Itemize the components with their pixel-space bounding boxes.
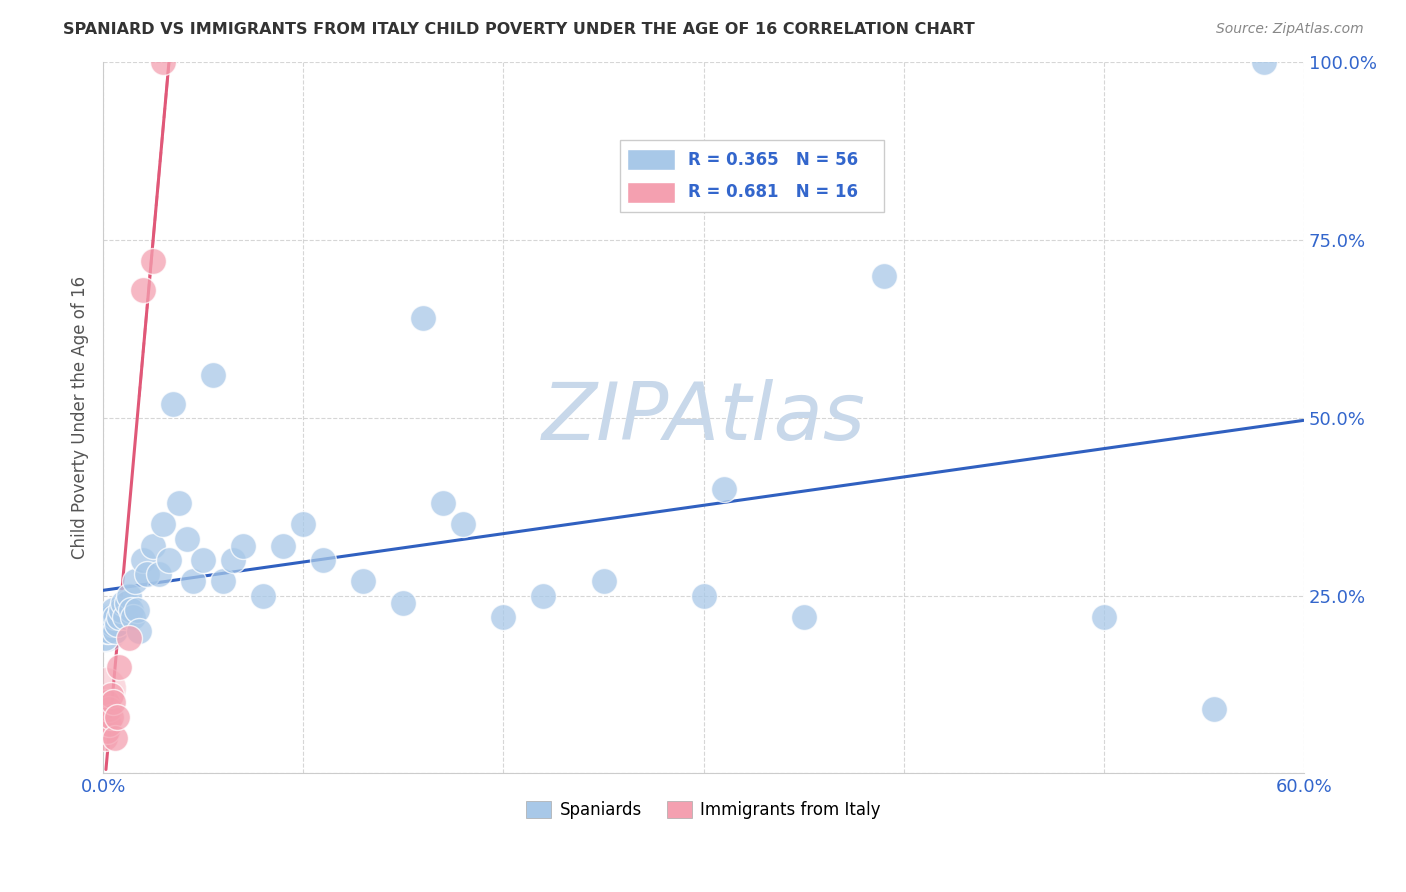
Point bbox=[392, 596, 415, 610]
Point bbox=[112, 596, 135, 610]
Point bbox=[122, 610, 145, 624]
Point bbox=[193, 553, 215, 567]
Point bbox=[157, 553, 180, 567]
Point bbox=[110, 603, 132, 617]
Point bbox=[100, 688, 122, 702]
Point bbox=[592, 574, 614, 589]
Text: SPANIARD VS IMMIGRANTS FROM ITALY CHILD POVERTY UNDER THE AGE OF 16 CORRELATION : SPANIARD VS IMMIGRANTS FROM ITALY CHILD … bbox=[63, 22, 974, 37]
Point bbox=[202, 368, 225, 383]
Point bbox=[104, 731, 127, 745]
Point bbox=[148, 567, 170, 582]
Point bbox=[312, 553, 335, 567]
Point bbox=[128, 624, 150, 639]
Point bbox=[98, 702, 121, 716]
Point bbox=[104, 624, 127, 639]
Point bbox=[1202, 702, 1225, 716]
Text: Source: ZipAtlas.com: Source: ZipAtlas.com bbox=[1216, 22, 1364, 37]
Point bbox=[167, 496, 190, 510]
Point bbox=[94, 624, 117, 639]
Point bbox=[533, 589, 555, 603]
Point bbox=[492, 610, 515, 624]
Point bbox=[96, 610, 118, 624]
Point bbox=[94, 731, 117, 745]
Point bbox=[793, 610, 815, 624]
Point bbox=[152, 517, 174, 532]
Point bbox=[98, 617, 121, 632]
Point bbox=[142, 539, 165, 553]
Point bbox=[412, 311, 434, 326]
Point bbox=[101, 695, 124, 709]
Point bbox=[222, 553, 245, 567]
Point bbox=[132, 553, 155, 567]
Point bbox=[94, 681, 117, 695]
Point bbox=[352, 574, 374, 589]
Y-axis label: Child Poverty Under the Age of 16: Child Poverty Under the Age of 16 bbox=[72, 277, 89, 559]
Point bbox=[96, 723, 118, 738]
Point bbox=[115, 596, 138, 610]
Point bbox=[108, 659, 131, 673]
Point bbox=[212, 574, 235, 589]
Point bbox=[98, 716, 121, 731]
Point bbox=[96, 695, 118, 709]
Point bbox=[118, 632, 141, 646]
Point bbox=[108, 610, 131, 624]
Point bbox=[120, 603, 142, 617]
Point bbox=[181, 574, 204, 589]
Point bbox=[105, 617, 128, 632]
Point bbox=[118, 589, 141, 603]
Point bbox=[132, 283, 155, 297]
Point bbox=[252, 589, 274, 603]
Point bbox=[152, 55, 174, 70]
Point bbox=[292, 517, 315, 532]
Point bbox=[271, 539, 294, 553]
Point bbox=[162, 396, 184, 410]
Point bbox=[101, 603, 124, 617]
Point bbox=[98, 624, 121, 639]
Point bbox=[232, 539, 254, 553]
Point bbox=[713, 482, 735, 496]
Point bbox=[136, 567, 159, 582]
Point bbox=[104, 610, 127, 624]
Point bbox=[94, 632, 117, 646]
Point bbox=[96, 624, 118, 639]
Point bbox=[124, 574, 146, 589]
Point bbox=[100, 610, 122, 624]
Point bbox=[1092, 610, 1115, 624]
Point bbox=[142, 254, 165, 268]
Point bbox=[432, 496, 454, 510]
Point bbox=[101, 617, 124, 632]
Point bbox=[1253, 55, 1275, 70]
Point bbox=[127, 603, 149, 617]
Point bbox=[176, 532, 198, 546]
Legend: Spaniards, Immigrants from Italy: Spaniards, Immigrants from Italy bbox=[520, 794, 887, 826]
Point bbox=[100, 709, 122, 723]
Point bbox=[105, 709, 128, 723]
Point bbox=[114, 610, 136, 624]
Text: ZIPAtlas: ZIPAtlas bbox=[541, 379, 866, 457]
Point bbox=[96, 617, 118, 632]
Point bbox=[873, 268, 896, 283]
Point bbox=[94, 709, 117, 723]
Point bbox=[692, 589, 714, 603]
Point bbox=[453, 517, 475, 532]
